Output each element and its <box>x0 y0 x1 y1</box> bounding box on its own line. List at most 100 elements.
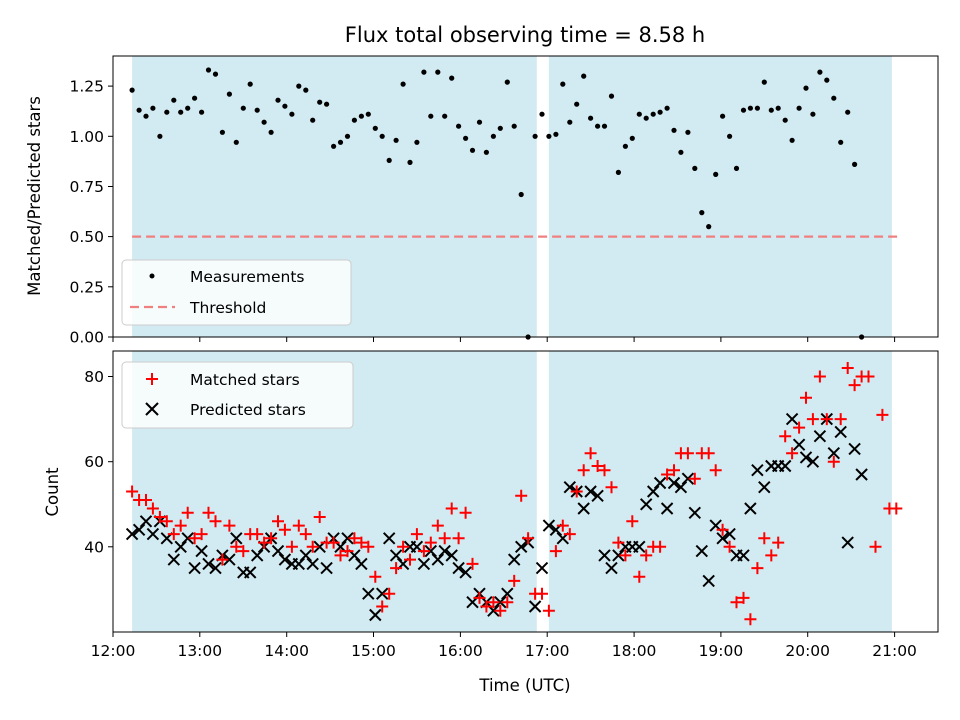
measurement-point <box>692 165 698 171</box>
matched-star-marker <box>661 468 674 481</box>
legend-predicted-label: Predicted stars <box>190 401 306 419</box>
predicted-star-marker <box>667 476 681 490</box>
measurement-point <box>247 81 253 87</box>
matched-star-marker <box>348 532 361 545</box>
measurement-point <box>463 135 469 141</box>
matched-star-marker <box>376 600 389 613</box>
predicted-star-marker <box>306 557 319 571</box>
measurement-point <box>414 139 420 145</box>
x-tick-label: 18:00 <box>612 642 657 660</box>
predicted-star-marker <box>431 553 445 566</box>
predicted-star-marker <box>271 544 285 558</box>
measurement-point <box>845 109 851 115</box>
legend-measurements-label: Measurements <box>190 268 305 286</box>
matched-star-marker <box>619 549 632 562</box>
matched-star-marker <box>285 540 298 553</box>
measurement-point <box>754 105 761 111</box>
matched-star-marker <box>841 362 854 374</box>
matched-star-marker <box>230 540 243 553</box>
matched-star-marker <box>292 519 305 532</box>
predicted-star-marker <box>202 557 215 571</box>
predicted-star-marker <box>501 587 514 600</box>
measurement-point <box>775 105 781 111</box>
measurement-point <box>817 69 823 75</box>
x-tick-label: 12:00 <box>91 642 136 660</box>
matched-star-marker <box>369 570 382 583</box>
measurement-point <box>310 117 316 123</box>
measurement-point <box>810 111 816 117</box>
matched-star-marker <box>612 536 625 549</box>
predicted-star-marker <box>369 608 382 622</box>
predicted-star-marker <box>195 544 208 558</box>
matched-star-marker <box>598 464 611 477</box>
measurement-point <box>727 133 733 139</box>
measurement-point <box>136 107 142 113</box>
predicted-star-marker <box>716 532 729 545</box>
matched-star-marker <box>146 502 159 515</box>
matched-star-marker <box>188 532 201 545</box>
bottom-x-ticks: 12:00 13:00 14:00 15:00 16:00 17:00 18:00 19:00… <box>91 632 917 660</box>
measurement-point <box>643 115 649 121</box>
matched-star-marker <box>730 596 743 609</box>
measurement-point <box>275 97 281 103</box>
predicted-star-marker <box>445 549 458 562</box>
matched-star-marker <box>827 455 840 468</box>
matched-star-marker <box>869 540 882 553</box>
matched-star-marker <box>570 485 583 498</box>
y-tick-label: 0.25 <box>69 278 104 296</box>
measurement-point <box>393 137 399 143</box>
matched-star-marker <box>404 553 416 566</box>
measurement-point <box>782 117 788 123</box>
predicted-star-marker <box>230 532 243 545</box>
measurement-point <box>469 147 476 153</box>
bottom-legend-box <box>121 361 354 429</box>
predicted-star-marker <box>751 463 764 477</box>
measurement-point <box>240 105 246 111</box>
matched-star-marker <box>341 545 354 558</box>
matched-star-marker <box>445 502 458 515</box>
predicted-star-marker <box>674 480 688 494</box>
top-legend-box <box>121 259 352 326</box>
predicted-star-marker <box>653 476 667 490</box>
matched-star-marker <box>848 379 861 392</box>
predicted-star-marker <box>341 532 354 545</box>
measurement-point <box>449 75 455 81</box>
matched-star-marker <box>202 506 215 519</box>
matched-star-marker <box>140 494 152 506</box>
matched-star-marker <box>383 587 396 600</box>
matched-star-marker <box>563 528 576 541</box>
predicted-star-marker <box>355 557 368 571</box>
matched-star-marker <box>501 596 514 609</box>
predicted-star-marker <box>855 468 868 481</box>
matched-star-marker <box>876 408 889 421</box>
measurement-point <box>178 109 184 115</box>
measurement-point <box>157 133 163 139</box>
predicted-star-marker <box>494 595 507 609</box>
predicted-star-marker <box>181 532 194 545</box>
measurement-point <box>289 111 295 117</box>
matched-star-marker <box>793 421 806 434</box>
measurement-point <box>532 133 538 139</box>
measurement-point <box>282 103 288 109</box>
matched-star-marker <box>431 519 444 532</box>
matched-star-marker <box>549 545 562 558</box>
matched-star-marker <box>737 591 750 604</box>
matched-star-marker <box>716 523 729 536</box>
top-axes-frame <box>112 55 939 338</box>
measurement-point <box>456 123 462 129</box>
legend-matched-marker <box>146 373 158 385</box>
y-tick-label: 60 <box>84 453 104 471</box>
predicted-star-marker <box>528 600 542 613</box>
measurement-point <box>261 119 267 125</box>
predicted-star-marker <box>167 553 181 566</box>
measurement-point <box>185 105 191 111</box>
measurement-point <box>254 107 260 113</box>
measurement-point <box>407 159 413 165</box>
matched-star-marker <box>536 587 548 600</box>
matched-star-marker <box>313 511 326 523</box>
measurement-point <box>706 224 712 230</box>
measurement-point <box>747 105 754 111</box>
predicted-star-marker <box>758 480 771 494</box>
matched-star-marker <box>195 528 208 541</box>
measurement-point <box>629 135 635 141</box>
